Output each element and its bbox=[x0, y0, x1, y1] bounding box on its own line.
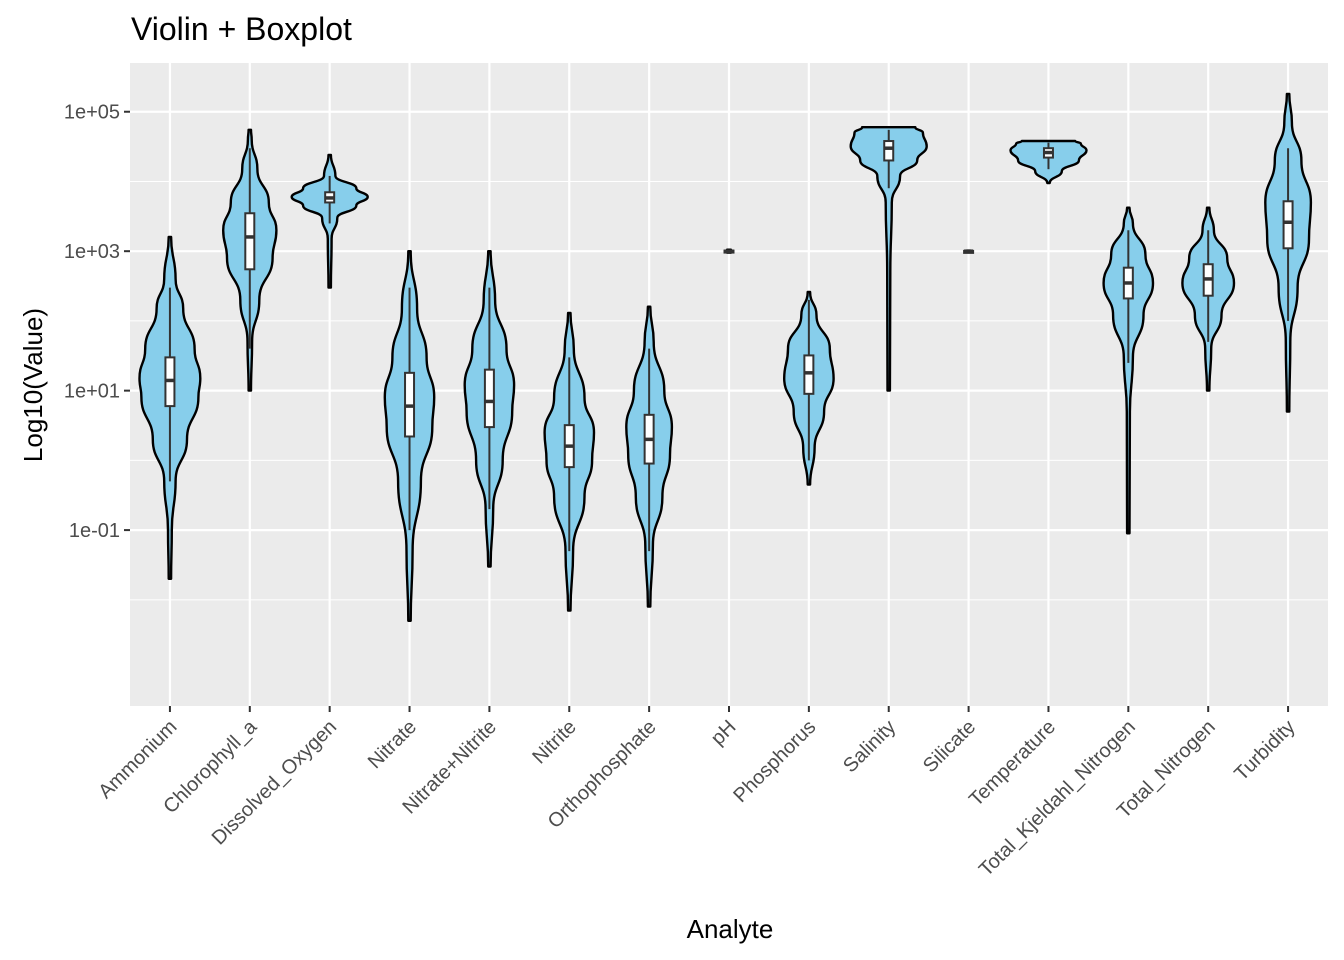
y-tick-label: 1e+05 bbox=[64, 102, 120, 124]
box bbox=[883, 140, 895, 162]
violin-nitrate-nitrite bbox=[463, 249, 516, 568]
y-tick-label: 1e-01 bbox=[69, 520, 120, 542]
violin-salinity bbox=[849, 125, 928, 392]
x-axis-title: Analyte bbox=[687, 914, 774, 944]
y-tick-label: 1e+03 bbox=[64, 241, 120, 263]
x-tick-label: Silicate bbox=[919, 716, 980, 777]
box bbox=[1282, 200, 1294, 250]
violin-nitrate bbox=[383, 249, 436, 623]
x-tick-label: Ammonium bbox=[94, 716, 181, 803]
violin-temperature bbox=[1009, 139, 1088, 185]
chart-title: Violin + Boxplot bbox=[131, 11, 352, 47]
y-axis-title: Log10(Value) bbox=[18, 308, 48, 462]
x-tick-label: Phosphorus bbox=[729, 716, 820, 807]
violin-orthophosphate bbox=[625, 305, 674, 608]
x-tick-label: Salinity bbox=[839, 716, 900, 777]
box bbox=[244, 212, 256, 271]
x-tick-label: Total_Kjeldahl_Nitrogen bbox=[975, 716, 1140, 881]
x-tick-label: Turbidity bbox=[1230, 716, 1299, 785]
violin-silicate bbox=[963, 249, 975, 254]
x-tick-label: Nitrate bbox=[364, 716, 421, 773]
violin-phosphorus bbox=[783, 290, 835, 486]
violin-nitrite bbox=[543, 311, 596, 612]
violin-ammonium bbox=[138, 235, 202, 580]
x-tick-label: Nitrite bbox=[528, 716, 580, 768]
y-axis: 1e-01 1e+01 1e+03 1e+05 bbox=[64, 102, 130, 542]
y-tick-label: 1e+01 bbox=[64, 381, 120, 403]
x-tick-label: pH bbox=[707, 716, 741, 750]
violin-chlorophyll-a bbox=[222, 128, 278, 392]
violin-total-kjeldahl-nitrogen bbox=[1102, 206, 1155, 535]
violins bbox=[138, 92, 1313, 623]
violin-ph bbox=[723, 248, 735, 254]
violin-turbidity bbox=[1264, 92, 1313, 413]
box bbox=[483, 368, 495, 429]
box bbox=[803, 354, 815, 395]
violin-total-nitrogen bbox=[1181, 206, 1236, 392]
violin-body bbox=[849, 125, 928, 392]
violin-dissolved-oxygen bbox=[290, 153, 369, 289]
violin-body bbox=[1102, 206, 1155, 535]
